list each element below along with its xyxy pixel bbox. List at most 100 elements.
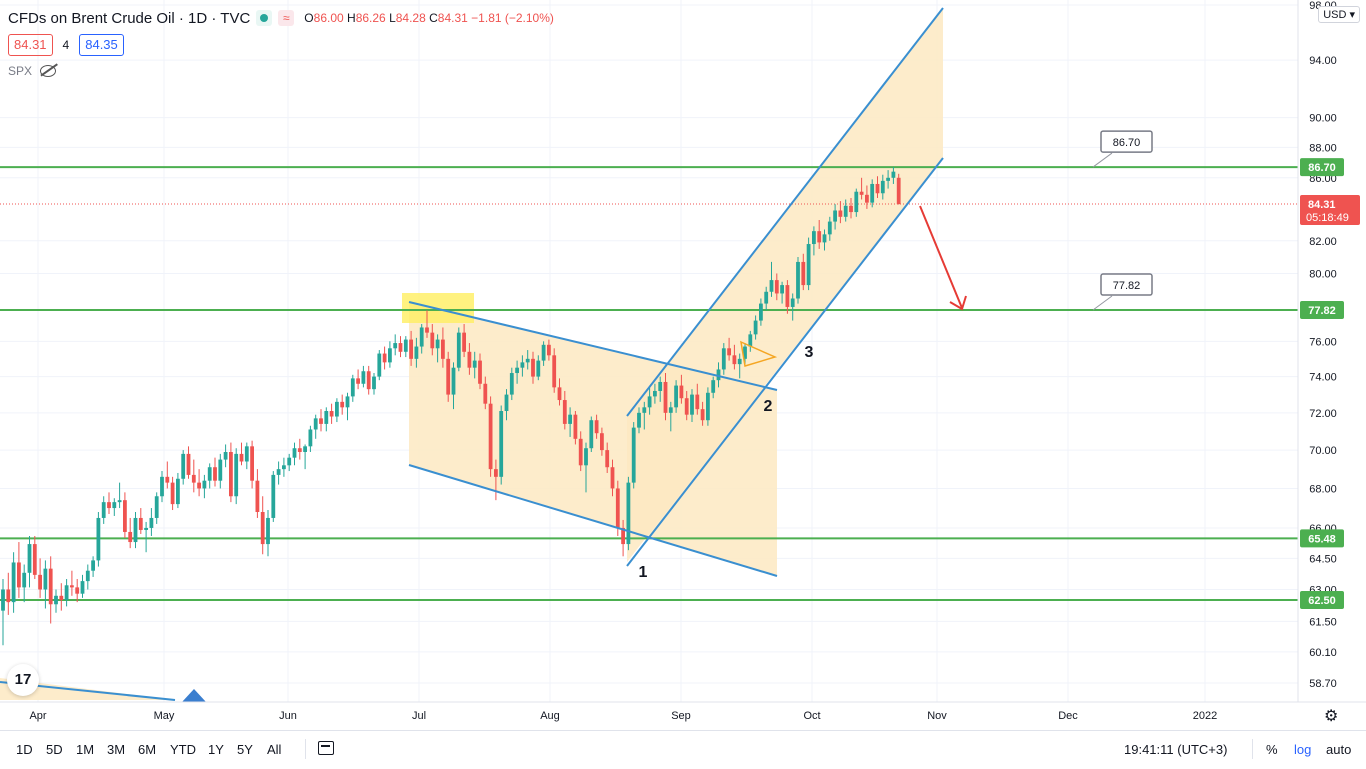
candle-up[interactable] xyxy=(335,398,339,423)
callout-box[interactable] xyxy=(1100,273,1153,296)
candle-down[interactable] xyxy=(398,336,403,358)
candle-up[interactable] xyxy=(891,167,896,184)
candle-up[interactable] xyxy=(345,392,350,421)
candle-up[interactable] xyxy=(764,286,769,311)
replay-icon[interactable]: ≈ xyxy=(278,10,295,26)
candle-up[interactable] xyxy=(748,330,753,352)
tradingview-logo[interactable]: 17 xyxy=(7,664,39,696)
currency-selector[interactable]: USD ▾ xyxy=(1318,6,1360,23)
candle-up[interactable] xyxy=(525,350,530,370)
candle-up[interactable] xyxy=(737,353,742,379)
ascending-channel-lower[interactable] xyxy=(626,157,944,567)
candle-up[interactable] xyxy=(372,373,376,395)
candle-down[interactable] xyxy=(663,373,668,421)
candle-up[interactable] xyxy=(637,407,641,434)
candle-up[interactable] xyxy=(435,334,440,363)
candle-up[interactable] xyxy=(377,350,382,381)
market-status-icon[interactable] xyxy=(256,10,273,26)
candle-down[interactable] xyxy=(229,442,233,503)
range-5y-button[interactable]: 5Y xyxy=(237,742,253,757)
candle-down[interactable] xyxy=(409,330,413,366)
candle-up[interactable] xyxy=(812,226,816,256)
candle-down[interactable] xyxy=(239,442,244,466)
candle-up[interactable] xyxy=(22,564,27,603)
candle-up[interactable] xyxy=(91,556,95,577)
candle-up[interactable] xyxy=(414,337,419,368)
candle-up[interactable] xyxy=(568,407,572,437)
candle-down[interactable] xyxy=(462,324,466,358)
candle-up[interactable] xyxy=(658,376,663,402)
settings-gear-icon[interactable]: ⚙ xyxy=(1324,708,1339,725)
candle-down[interactable] xyxy=(785,280,790,314)
candle-up[interactable] xyxy=(149,508,154,536)
candle-up[interactable] xyxy=(780,281,784,304)
candle-down[interactable] xyxy=(488,396,493,477)
candle-up[interactable] xyxy=(324,407,329,432)
indicator-label[interactable]: SPX xyxy=(8,64,33,78)
candle-up[interactable] xyxy=(796,257,800,304)
candle-down[interactable] xyxy=(255,469,260,518)
candle-up[interactable] xyxy=(456,327,461,372)
candle-up[interactable] xyxy=(833,204,837,230)
candle-down[interactable] xyxy=(531,351,535,384)
candle-down[interactable] xyxy=(59,583,64,611)
candle-down[interactable] xyxy=(17,542,21,598)
candle-up[interactable] xyxy=(706,387,710,426)
candle-down[interactable] xyxy=(578,431,583,472)
candle-up[interactable] xyxy=(244,442,249,470)
candle-up[interactable] xyxy=(1,579,5,646)
candle-up[interactable] xyxy=(827,216,832,241)
candle-up[interactable] xyxy=(350,374,355,402)
candle-down[interactable] xyxy=(170,476,175,511)
candle-down[interactable] xyxy=(605,442,610,473)
candle-up[interactable] xyxy=(690,389,694,423)
candle-down[interactable] xyxy=(594,414,599,439)
candle-up[interactable] xyxy=(101,496,106,524)
candle-down[interactable] xyxy=(32,535,37,580)
candle-down[interactable] xyxy=(801,253,806,291)
candle-down[interactable] xyxy=(552,348,557,393)
candle-up[interactable] xyxy=(769,261,774,297)
range-1d-button[interactable]: 1D xyxy=(16,742,33,757)
buy-button[interactable]: 84.35 xyxy=(79,34,124,56)
candle-down[interactable] xyxy=(859,177,864,200)
candle-down[interactable] xyxy=(865,185,869,209)
candle-down[interactable] xyxy=(478,353,482,390)
candle-up[interactable] xyxy=(287,453,292,472)
hidden-eye-icon[interactable] xyxy=(40,65,57,77)
candle-up[interactable] xyxy=(303,444,307,470)
candle-up[interactable] xyxy=(520,355,525,377)
candle-down[interactable] xyxy=(356,369,360,390)
candle-up[interactable] xyxy=(419,324,424,354)
candle-down[interactable] xyxy=(38,558,42,598)
candle-up[interactable] xyxy=(536,355,541,381)
candle-up[interactable] xyxy=(721,343,726,375)
symbol-title[interactable]: CFDs on Brent Crude Oil · 1D · TVC xyxy=(8,9,251,27)
candle-up[interactable] xyxy=(642,401,647,430)
clock-display[interactable]: 19:41:11 (UTC+3) xyxy=(1124,742,1228,757)
candle-down[interactable] xyxy=(70,570,74,596)
candle-down[interactable] xyxy=(547,339,551,361)
candle-up[interactable] xyxy=(234,448,239,505)
candle-down[interactable] xyxy=(600,427,604,456)
range-1y-button[interactable]: 1Y xyxy=(208,742,224,757)
candle-up[interactable] xyxy=(144,521,148,553)
candle-up[interactable] xyxy=(282,457,286,477)
candle-up[interactable] xyxy=(11,552,16,613)
candle-up[interactable] xyxy=(271,471,276,522)
candle-up[interactable] xyxy=(880,174,885,200)
candle-down[interactable] xyxy=(557,378,562,406)
candle-up[interactable] xyxy=(218,453,223,489)
candle-up[interactable] xyxy=(313,414,318,439)
candle-up[interactable] xyxy=(668,401,673,432)
candle-up[interactable] xyxy=(716,362,721,388)
candle-up[interactable] xyxy=(308,425,313,452)
descending-channel-upper[interactable] xyxy=(408,301,778,391)
candle-down[interactable] xyxy=(562,390,567,430)
candle-up[interactable] xyxy=(276,461,281,485)
candle-down[interactable] xyxy=(679,374,684,404)
candle-up[interactable] xyxy=(753,315,758,340)
candle-up[interactable] xyxy=(361,365,366,388)
candle-down[interactable] xyxy=(849,197,853,219)
